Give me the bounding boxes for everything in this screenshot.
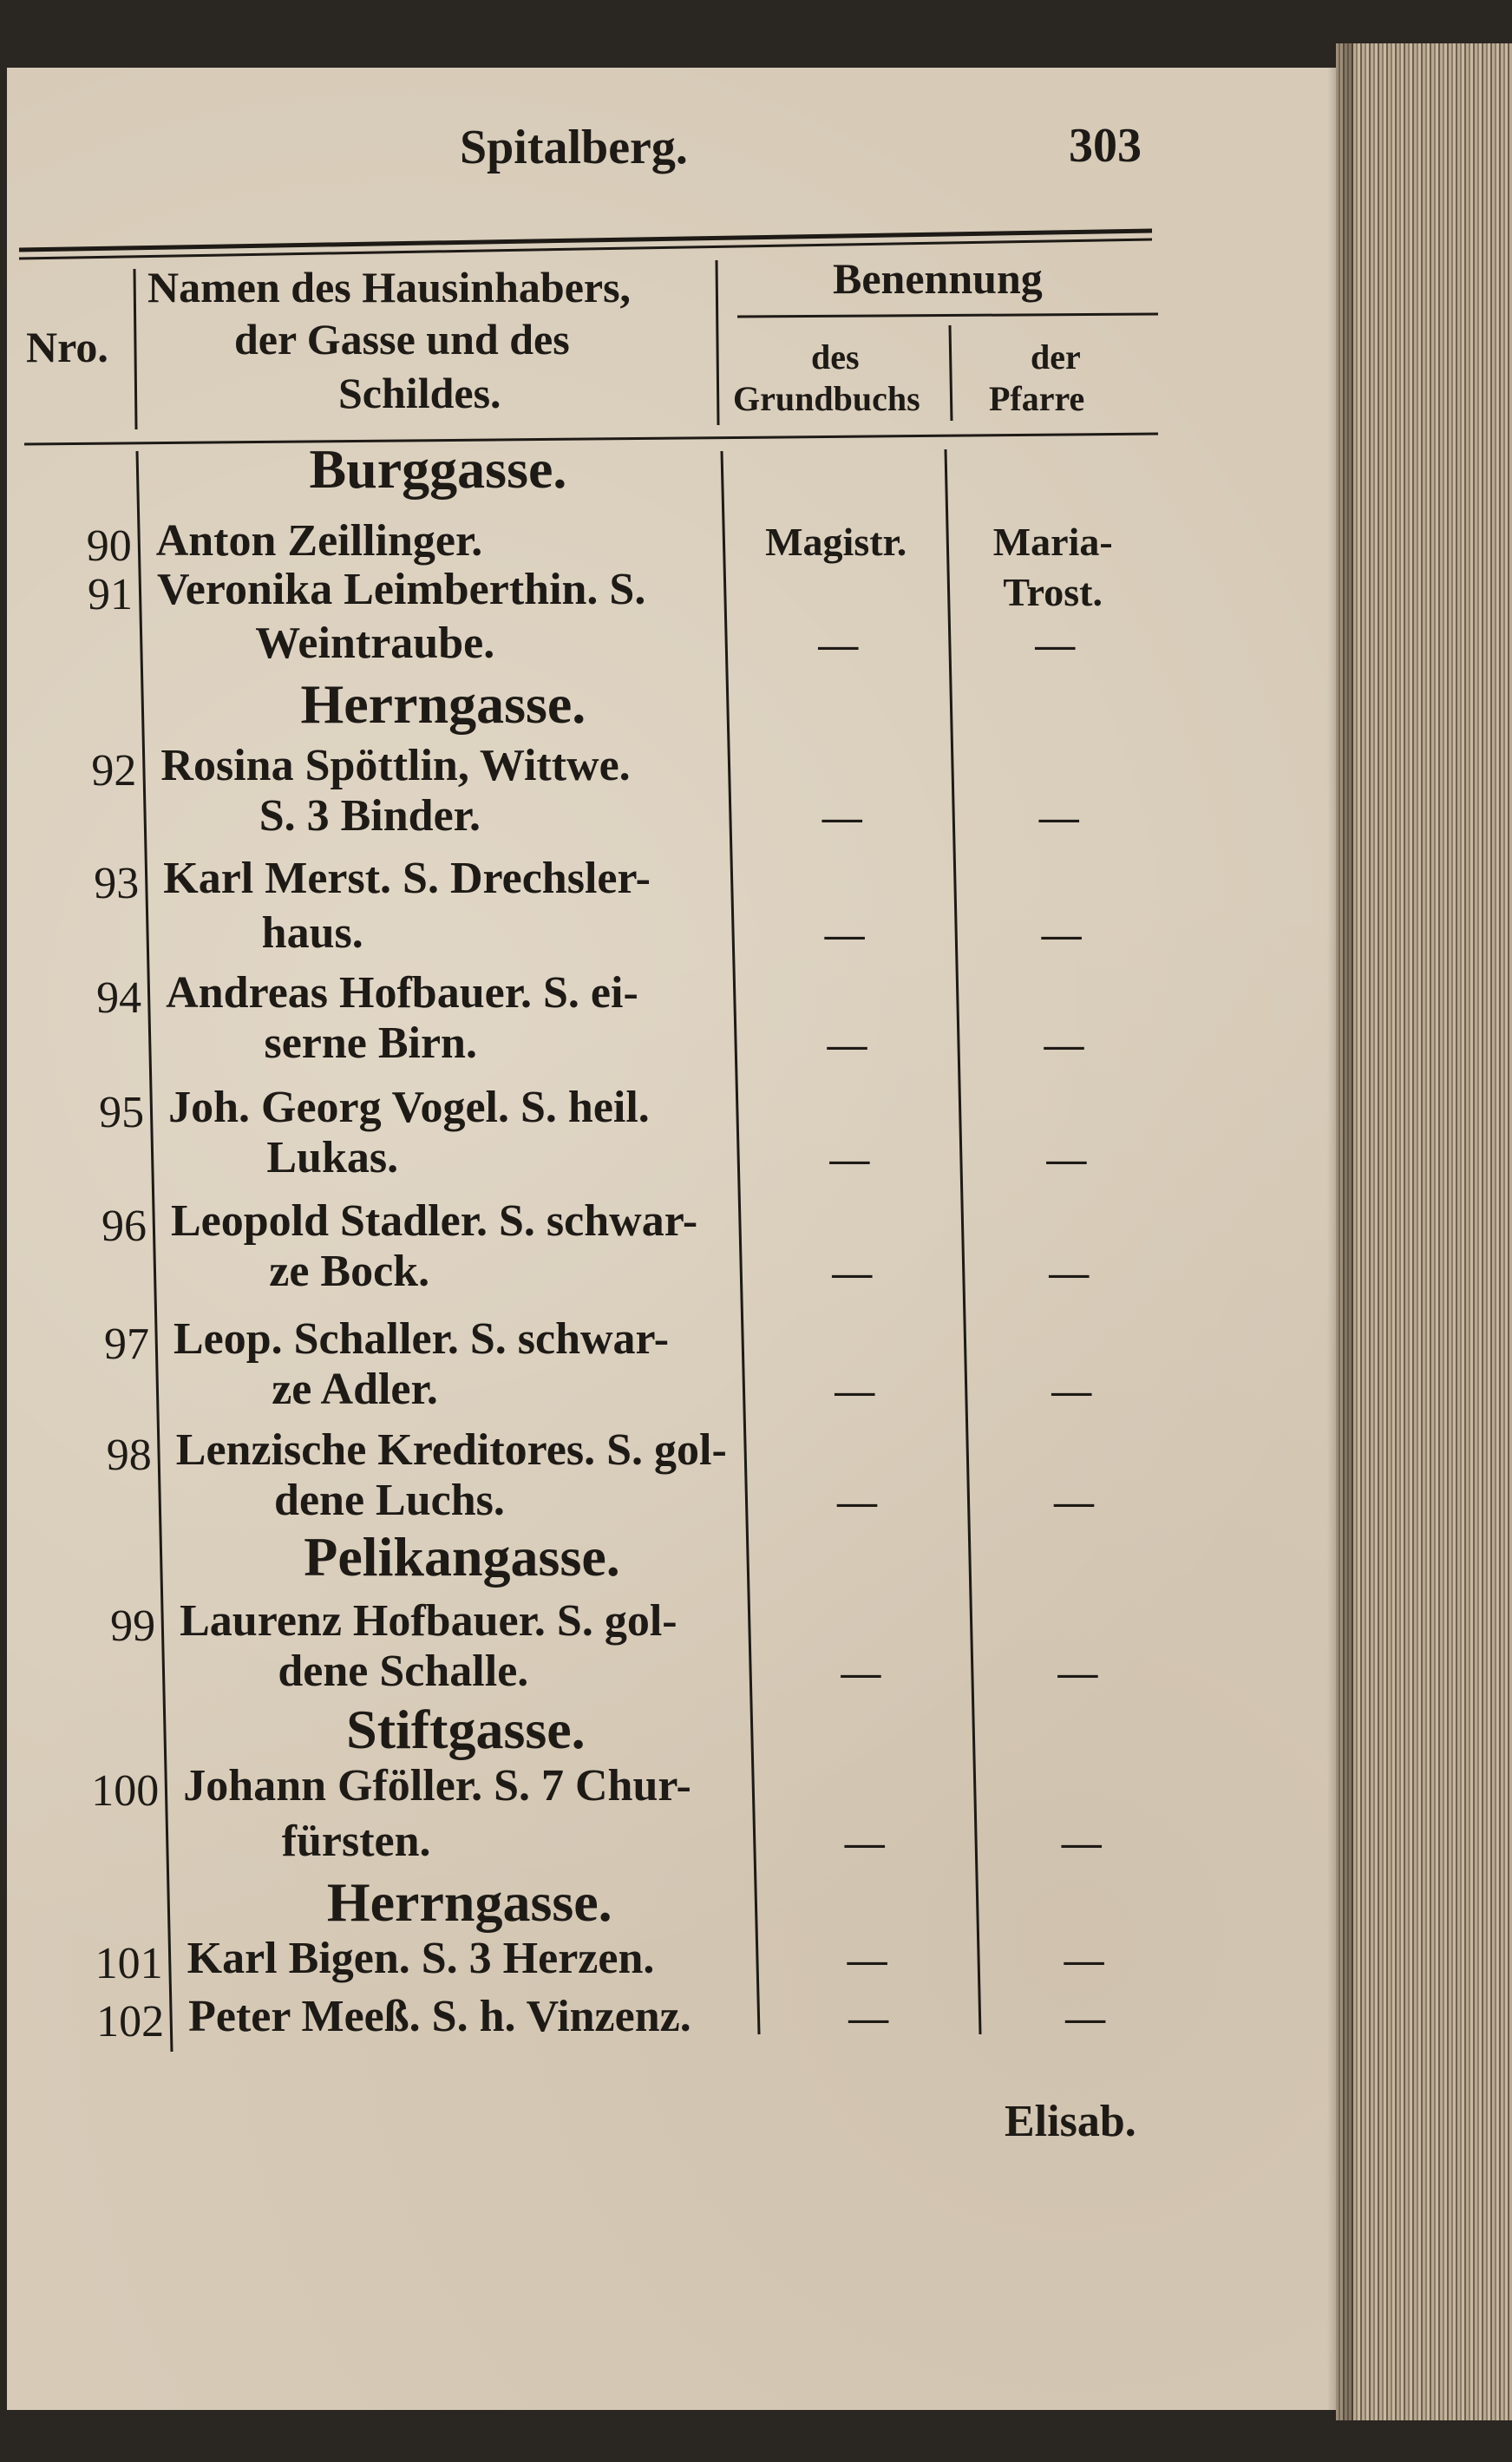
- owner-and-sign: Andreas Hofbauer. S. ei-: [166, 968, 638, 1018]
- owner-and-sign: Joh. Georg Vogel. S. heil.: [168, 1083, 650, 1132]
- house-number: 100: [91, 1766, 160, 1816]
- body-col-line-3: [944, 449, 982, 2035]
- house-number: 99: [110, 1601, 156, 1651]
- house-number: 102: [96, 1997, 165, 2046]
- book-page: [7, 68, 1343, 2410]
- grundbuch-value: Magistr.: [765, 520, 907, 564]
- header-col-line-2: [715, 259, 720, 426]
- pfarre-dash: —: [1065, 1995, 1106, 2040]
- grundbuch-dash: —: [848, 1995, 889, 2040]
- grundbuch-dash: —: [844, 1820, 885, 1864]
- pfarre-dash: —: [1051, 1368, 1092, 1412]
- owner-and-sign: haus.: [261, 908, 363, 958]
- house-number: 95: [99, 1088, 145, 1137]
- pfarre-dash: —: [1057, 1650, 1098, 1694]
- benennung-rule: [736, 312, 1159, 318]
- pfarre-dash: —: [1064, 1937, 1104, 1981]
- owner-and-sign: Leopold Stadler. S. schwar-: [170, 1196, 698, 1246]
- owner-and-sign: fürsten.: [281, 1817, 431, 1866]
- house-number: 90: [86, 521, 132, 571]
- owner-and-sign: serne Birn.: [264, 1018, 477, 1068]
- owner-and-sign: dene Luchs.: [274, 1476, 505, 1525]
- header-grundbuch-line-2: Grundbuchs: [733, 379, 920, 418]
- catchword: Elisab.: [1005, 2097, 1136, 2146]
- header-benennung: Benennung: [833, 254, 1043, 303]
- top-double-rule: [18, 228, 1153, 252]
- street-heading: Stiftgasse.: [346, 1699, 586, 1760]
- house-number: 93: [94, 859, 140, 908]
- owner-and-sign: Leop. Schaller. S. schwar-: [173, 1314, 670, 1364]
- owner-and-sign: Peter Meeß. S. h. Vinzenz.: [188, 1992, 691, 2041]
- top-double-rule-2: [18, 238, 1153, 260]
- pfarre-dash: —: [1035, 622, 1076, 666]
- grundbuch-dash: —: [832, 1250, 873, 1294]
- body-col-line-1: [135, 450, 173, 2053]
- owner-and-sign: Anton Zeillinger.: [155, 516, 483, 566]
- street-heading: Burggasse.: [309, 438, 567, 500]
- house-number: 101: [95, 1939, 163, 1988]
- owner-and-sign: Weintraube.: [255, 619, 495, 668]
- grundbuch-dash: —: [841, 1650, 881, 1694]
- house-number: 97: [103, 1319, 149, 1369]
- pfarre-value: Maria-: [992, 520, 1113, 564]
- gutter-shadow: [1327, 43, 1353, 2420]
- pfarre-value: Trost.: [1003, 570, 1103, 614]
- header-col-line-1: [133, 268, 138, 430]
- header-pfarre-line-2: Pfarre: [989, 379, 1085, 418]
- house-number: 91: [87, 570, 133, 619]
- grundbuch-dash: —: [818, 622, 859, 666]
- grundbuch-dash: —: [824, 912, 865, 956]
- pfarre-dash: —: [1046, 1136, 1087, 1181]
- street-heading: Herrngasse.: [326, 1871, 612, 1933]
- pfarre-dash: —: [1044, 1022, 1084, 1066]
- street-heading: Pelikangasse.: [304, 1526, 620, 1588]
- owner-and-sign: Rosina Spöttlin, Wittwe.: [160, 741, 631, 790]
- body-col-line-2: [720, 450, 761, 2035]
- grundbuch-dash: —: [829, 1136, 870, 1181]
- header-name-line-3: Schildes.: [338, 369, 501, 417]
- house-number: 92: [91, 746, 137, 796]
- page-number: 303: [1069, 119, 1142, 173]
- grundbuch-dash: —: [847, 1937, 887, 1981]
- street-heading: Herrngasse.: [300, 673, 586, 735]
- grundbuch-dash: —: [821, 795, 862, 839]
- owner-and-sign: ze Adler.: [272, 1365, 438, 1414]
- header-nro: Nro.: [26, 323, 108, 371]
- header-bottom-rule: [23, 432, 1159, 446]
- pfarre-dash: —: [1049, 1250, 1090, 1294]
- grundbuch-dash: —: [837, 1479, 878, 1523]
- owner-and-sign: Karl Bigen. S. 3 Herzen.: [187, 1934, 655, 1983]
- house-number: 94: [96, 973, 142, 1023]
- header-name-line-1: Namen des Hausinhabers,: [147, 263, 632, 311]
- owner-and-sign: Lenzische Kreditores. S. gol-: [175, 1425, 727, 1475]
- header-name-line-2: der Gasse und des: [234, 315, 570, 363]
- grundbuch-dash: —: [835, 1368, 875, 1412]
- header-col-line-3: [948, 324, 953, 422]
- pfarre-dash: —: [1054, 1479, 1095, 1523]
- pfarre-dash: —: [1041, 912, 1082, 956]
- running-head: Spitalberg.: [460, 121, 688, 174]
- book-page-edges: [1336, 43, 1512, 2420]
- owner-and-sign: ze Bock.: [269, 1247, 430, 1296]
- grundbuch-dash: —: [827, 1022, 867, 1066]
- header-pfarre-line-1: der: [1031, 337, 1081, 377]
- owner-and-sign: Veronika Leimberthin. S.: [156, 565, 646, 614]
- house-number: 96: [101, 1202, 147, 1251]
- house-number: 98: [106, 1431, 152, 1480]
- owner-and-sign: Karl Merst. S. Drechsler-: [163, 854, 651, 903]
- owner-and-sign: Laurenz Hofbauer. S. gol-: [180, 1596, 677, 1646]
- pfarre-dash: —: [1061, 1820, 1102, 1864]
- owner-and-sign: Lukas.: [266, 1133, 399, 1182]
- owner-and-sign: S. 3 Binder.: [259, 791, 481, 841]
- owner-and-sign: dene Schalle.: [278, 1647, 529, 1696]
- pfarre-dash: —: [1038, 795, 1079, 839]
- header-grundbuch-line-1: des: [811, 337, 860, 377]
- owner-and-sign: Johann Gföller. S. 7 Chur-: [183, 1761, 691, 1810]
